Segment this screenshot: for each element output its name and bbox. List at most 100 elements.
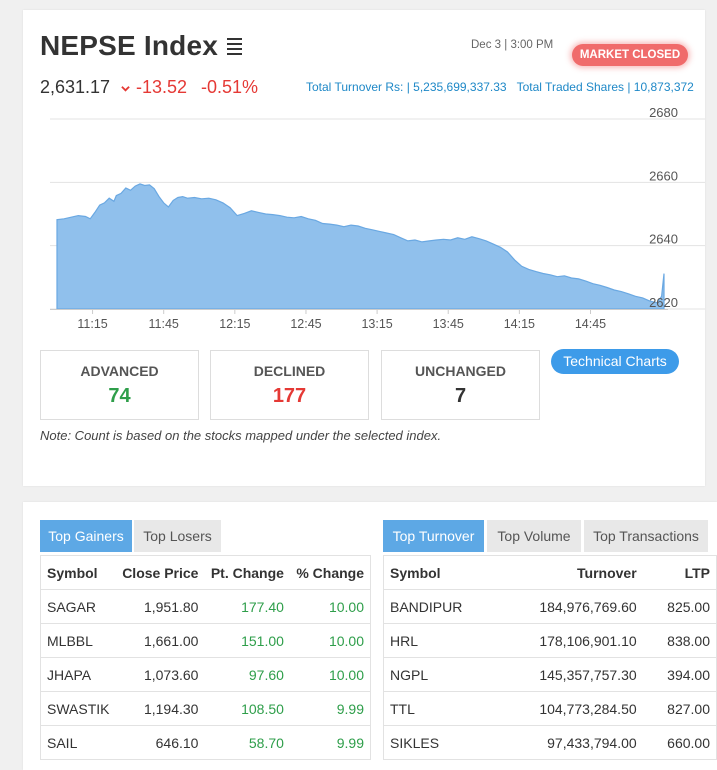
advanced-value: 74 [108,385,131,407]
declined-label: DECLINED [253,363,326,379]
market-datetime: Dec 3 | 3:00 PM [471,39,554,51]
tab-top-turnover[interactable]: Top Turnover [383,520,484,552]
cell-pt-change: 97.60 [204,657,290,692]
turnover-table: Symbol Turnover LTP BANDIPUR 184,976,769.… [383,555,717,760]
cell-pct-change: 10.00 [289,623,371,658]
x-tick-label: 14:45 [575,317,606,331]
turnover-value: 5,235,699,337.33 [413,80,507,94]
cell-pct-change: 9.99 [289,725,371,760]
turnover-summary: Total Turnover Rs: | 5,235,699,337.33 Tot… [306,80,694,94]
advanced-label: ADVANCED [80,363,159,379]
turnover-label: Total Turnover Rs: [306,80,404,94]
table-header-row: Symbol Turnover LTP [383,555,717,590]
x-tick-label: 11:45 [149,317,179,331]
table-row[interactable]: TTL 104,773,284.50 827.00 [383,691,717,726]
chart-x-axis: 11:15 11:45 12:15 12:45 13:15 13:45 14:15 14:45 [50,309,668,331]
table-row[interactable]: NGPL 145,357,757.30 394.00 [383,657,717,692]
table-row[interactable]: BANDIPUR 184,976,769.60 825.00 [383,589,717,624]
cell-symbol: SAIL [40,725,116,760]
gainers-table: Symbol Close Price Pt. Change % Change S… [40,555,371,760]
menu-icon[interactable] [227,38,242,55]
declined-value: 177 [272,385,307,407]
table-row[interactable]: SIKLES 97,433,794.00 660.00 [383,725,717,760]
cell-pt-change: 58.70 [204,725,290,760]
cell-close-price: 1,951.80 [115,589,205,624]
market-time: 3:00 PM [510,39,554,51]
cell-symbol: TTL [383,691,497,726]
chart-area [56,183,665,310]
shares-value: 10,873,372 [633,80,694,94]
cell-close-price: 1,073.60 [115,657,205,692]
table-row[interactable]: SAIL 646.10 58.70 9.99 [40,725,371,760]
cell-symbol: SIKLES [383,725,497,760]
advanced-stat: ADVANCED 74 [40,350,199,420]
tab-top-volume[interactable]: Top Volume [487,520,581,552]
technical-charts-button[interactable]: Technical Charts [551,349,679,374]
y-tick-label: 2660 [649,168,678,183]
cell-ltp: 825.00 [642,589,717,624]
cell-symbol: SWASTIK [40,691,116,726]
x-tick-label: 11:15 [77,317,107,331]
cell-ltp: 394.00 [642,657,717,692]
table-header-row: Symbol Close Price Pt. Change % Change [40,555,371,590]
index-note: Note: Count is based on the stocks mappe… [40,428,442,443]
index-card: NEPSE Index Dec 3 | 3:00 PM MARKET CLOSE… [23,10,705,486]
x-tick-label: 14:15 [504,317,535,331]
percent-change: -0.51% [201,77,259,97]
table-row[interactable]: SWASTIK 1,194.30 108.50 9.99 [40,691,371,726]
cell-pct-change: 10.00 [289,657,371,692]
col-symbol: Symbol [383,555,497,590]
unchanged-value: 7 [454,385,467,407]
chevron-down-icon [121,86,130,92]
cell-turnover: 178,106,901.10 [496,623,643,658]
cell-symbol: MLBBL [40,623,116,658]
cell-pct-change: 9.99 [289,691,371,726]
point-change: -13.52 [136,77,188,97]
y-tick-label: 2620 [649,295,678,310]
x-tick-label: 13:15 [361,317,392,331]
table-row[interactable]: HRL 178,106,901.10 838.00 [383,623,717,658]
col-pct-change: % Change [289,555,371,590]
market-status-badge: MARKET CLOSED [572,44,688,66]
cell-ltp: 838.00 [642,623,717,658]
cell-symbol: HRL [383,623,497,658]
cell-close-price: 646.10 [115,725,205,760]
cell-pt-change: 108.50 [204,691,290,726]
tab-top-gainers[interactable]: Top Gainers [40,520,132,552]
cell-close-price: 1,661.00 [115,623,205,658]
index-chart: 11:15 11:45 12:15 12:45 13:15 13:45 14:15 14:45… [50,105,705,331]
cell-ltp: 660.00 [642,725,717,760]
unchanged-stat: UNCHANGED 7 [381,350,540,420]
market-date: Dec 3 [471,39,502,51]
y-tick-label: 2680 [649,105,678,120]
x-tick-label: 12:45 [290,317,321,331]
cell-turnover: 145,357,757.30 [496,657,643,692]
col-close-price: Close Price [115,555,205,590]
cell-pct-change: 10.00 [289,589,371,624]
col-symbol: Symbol [40,555,116,590]
col-turnover: Turnover [496,555,643,590]
tab-top-transactions[interactable]: Top Transactions [584,520,708,552]
tab-top-losers[interactable]: Top Losers [134,520,221,552]
cell-pt-change: 151.00 [204,623,290,658]
cell-turnover: 184,976,769.60 [496,589,643,624]
cell-symbol: SAGAR [40,589,116,624]
unchanged-label: UNCHANGED [415,363,506,379]
col-ltp: LTP [642,555,717,590]
page-title: NEPSE Index [40,30,219,61]
cell-pt-change: 177.40 [204,589,290,624]
cell-symbol: JHAPA [40,657,116,692]
declined-stat: DECLINED 177 [210,350,369,420]
table-row[interactable]: JHAPA 1,073.60 97.60 10.00 [40,657,371,692]
x-tick-label: 12:15 [219,317,250,331]
top-stocks-card: Top Gainers Top Losers Symbol Close Pric… [23,502,717,770]
cell-turnover: 97,433,794.00 [496,725,643,760]
table-row[interactable]: MLBBL 1,661.00 151.00 10.00 [40,623,371,658]
index-value: 2,631.17 [40,77,111,97]
y-tick-label: 2640 [649,232,678,247]
cell-ltp: 827.00 [642,691,717,726]
shares-label: Total Traded Shares [516,80,624,94]
cell-symbol: NGPL [383,657,497,692]
col-pt-change: Pt. Change [204,555,290,590]
table-row[interactable]: SAGAR 1,951.80 177.40 10.00 [40,589,371,624]
